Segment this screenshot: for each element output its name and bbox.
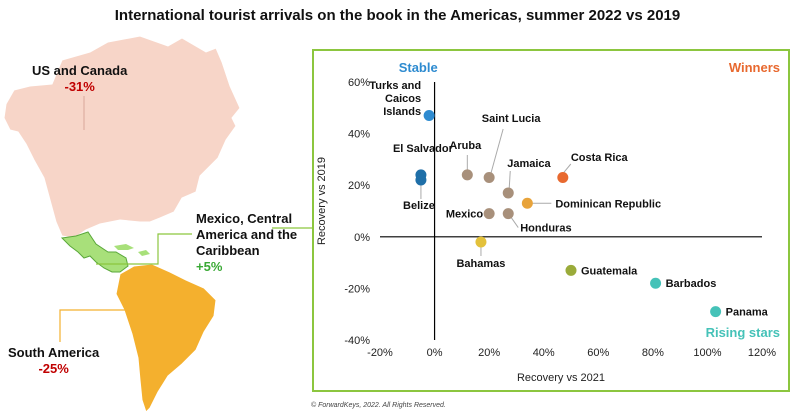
region-change: -31% <box>64 79 95 94</box>
region-change: -25% <box>38 361 69 376</box>
map-caribbean-islands <box>114 244 150 256</box>
chart-title: International tourist arrivals on the bo… <box>114 7 681 24</box>
data-point <box>557 171 569 183</box>
y-tick-label: 40% <box>348 129 370 141</box>
y-tick-label: 0% <box>354 232 370 244</box>
y-tick-label: 60% <box>348 77 370 89</box>
data-point <box>483 208 495 220</box>
connector-south-america <box>59 309 138 342</box>
x-tick-label: 0% <box>427 347 443 359</box>
quadrant-label-top-right: Winners <box>729 60 780 75</box>
leader-line <box>563 163 572 173</box>
data-label: Barbados <box>666 278 717 290</box>
x-tick-label: 120% <box>748 347 776 359</box>
region-name: Mexico, Central America and the Caribbea… <box>196 211 298 258</box>
data-label: Saint Lucia <box>482 113 542 125</box>
data-label: Jamaica <box>507 158 551 170</box>
data-point <box>461 169 473 181</box>
data-point <box>415 174 427 186</box>
data-label: Bahamas <box>456 258 505 270</box>
data-label: Belize <box>403 200 435 212</box>
data-point <box>502 208 514 220</box>
y-axis-label: Recovery vs 2019 <box>316 157 328 245</box>
data-point <box>521 197 533 209</box>
region-change: +5% <box>196 259 223 274</box>
y-tick-label: -40% <box>344 335 370 347</box>
map-us-canada <box>3 35 241 239</box>
data-label: Guatemala <box>581 265 638 277</box>
data-point <box>483 171 495 183</box>
data-label: Aruba <box>449 140 482 152</box>
data-label: Panama <box>726 307 769 319</box>
data-label: Honduras <box>520 223 571 235</box>
scatter-panel: -20% 0% 20% 40% 60% 80% 100% 120% -40% -20% 0% 20% 4… <box>312 49 790 392</box>
x-tick-label: 20% <box>478 347 500 359</box>
data-point <box>650 277 662 289</box>
data-label: Costa Rica <box>571 152 629 164</box>
data-label: Dominican Republic <box>555 198 661 210</box>
quadrant-label-bottom-right: Rising stars <box>706 325 780 340</box>
americas-map <box>3 35 312 413</box>
scatter-plot: -20% 0% 20% 40% 60% 80% 100% 120%-40%-20%0%20%4… <box>316 60 780 384</box>
x-tick-label: 40% <box>533 347 555 359</box>
map-mexico-central-america <box>60 231 129 273</box>
x-tick-label: 60% <box>587 347 609 359</box>
y-tick-label: 20% <box>348 180 370 192</box>
region-us-canada: US and Canada -31% <box>32 63 127 95</box>
region-central-america: Mexico, Central America and the Caribbea… <box>196 211 311 275</box>
data-label: Turks and Caicos Islands <box>369 80 421 118</box>
map-south-america <box>115 263 217 413</box>
leader-line <box>490 128 504 173</box>
data-point <box>423 110 435 122</box>
x-tick-label: 80% <box>642 347 664 359</box>
y-tick-label: -20% <box>344 283 370 295</box>
quadrant-label-top-left: Stable <box>399 60 438 75</box>
data-point <box>475 236 487 248</box>
data-point <box>502 187 514 199</box>
leader-line <box>508 170 511 188</box>
data-point <box>565 264 577 276</box>
connector-central-america <box>96 233 192 265</box>
x-axis-label: Recovery vs 2021 <box>517 372 605 384</box>
region-south-america: South America -25% <box>8 345 99 377</box>
region-name: US and Canada <box>32 63 128 78</box>
x-tick-label: 100% <box>693 347 721 359</box>
data-label: El Salvador <box>393 143 454 155</box>
copyright-credit: © ForwardKeys, 2022. All Rights Reserved… <box>311 402 446 409</box>
region-name: South America <box>8 345 100 360</box>
data-point <box>710 306 722 318</box>
leader-line <box>510 217 519 228</box>
data-label: Mexico <box>446 209 484 221</box>
x-tick-label: -20% <box>367 347 393 359</box>
